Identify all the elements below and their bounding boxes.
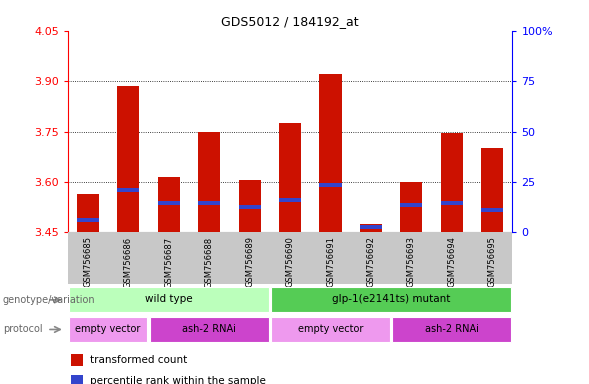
- Bar: [481, 208, 504, 212]
- Bar: [117, 188, 140, 192]
- Bar: [360, 225, 382, 229]
- Bar: [69, 288, 269, 312]
- Bar: [441, 133, 463, 232]
- Text: genotype/variation: genotype/variation: [3, 295, 95, 305]
- Bar: [77, 194, 99, 232]
- Text: GSM756693: GSM756693: [407, 237, 416, 288]
- Bar: [271, 317, 390, 342]
- Text: empty vector: empty vector: [298, 324, 363, 334]
- Text: ash-2 RNAi: ash-2 RNAi: [425, 324, 479, 334]
- Text: GSM756686: GSM756686: [124, 237, 133, 288]
- Text: ash-2 RNAi: ash-2 RNAi: [182, 324, 236, 334]
- Text: empty vector: empty vector: [75, 324, 141, 334]
- Bar: [319, 183, 342, 187]
- Text: GSM756689: GSM756689: [245, 237, 254, 288]
- Bar: [71, 354, 83, 366]
- Bar: [69, 317, 147, 342]
- Text: protocol: protocol: [3, 324, 42, 334]
- Bar: [441, 202, 463, 205]
- Title: GDS5012 / 184192_at: GDS5012 / 184192_at: [221, 15, 359, 28]
- Bar: [239, 180, 261, 232]
- Bar: [360, 224, 382, 232]
- Bar: [239, 205, 261, 209]
- Bar: [401, 203, 422, 207]
- Bar: [279, 123, 301, 232]
- Bar: [481, 148, 504, 232]
- Bar: [392, 317, 511, 342]
- Bar: [279, 198, 301, 202]
- Bar: [319, 74, 342, 232]
- Text: GSM756695: GSM756695: [488, 237, 497, 287]
- Bar: [77, 218, 99, 222]
- Text: GSM756685: GSM756685: [84, 237, 92, 288]
- Bar: [271, 288, 511, 312]
- Text: glp-1(e2141ts) mutant: glp-1(e2141ts) mutant: [332, 295, 451, 305]
- Text: GSM756692: GSM756692: [366, 237, 375, 287]
- Text: GSM756687: GSM756687: [164, 237, 173, 288]
- Text: GSM756691: GSM756691: [326, 237, 335, 287]
- Bar: [150, 317, 269, 342]
- Text: percentile rank within the sample: percentile rank within the sample: [90, 376, 266, 384]
- Bar: [198, 202, 220, 205]
- Text: transformed count: transformed count: [90, 355, 187, 365]
- Bar: [117, 86, 140, 232]
- Bar: [158, 177, 180, 232]
- Text: GSM756690: GSM756690: [286, 237, 294, 287]
- Text: wild type: wild type: [145, 295, 193, 305]
- Text: GSM756688: GSM756688: [205, 237, 214, 288]
- Text: GSM756694: GSM756694: [447, 237, 456, 287]
- Bar: [158, 202, 180, 205]
- Bar: [198, 131, 220, 232]
- Bar: [401, 182, 422, 232]
- Bar: [71, 375, 83, 384]
